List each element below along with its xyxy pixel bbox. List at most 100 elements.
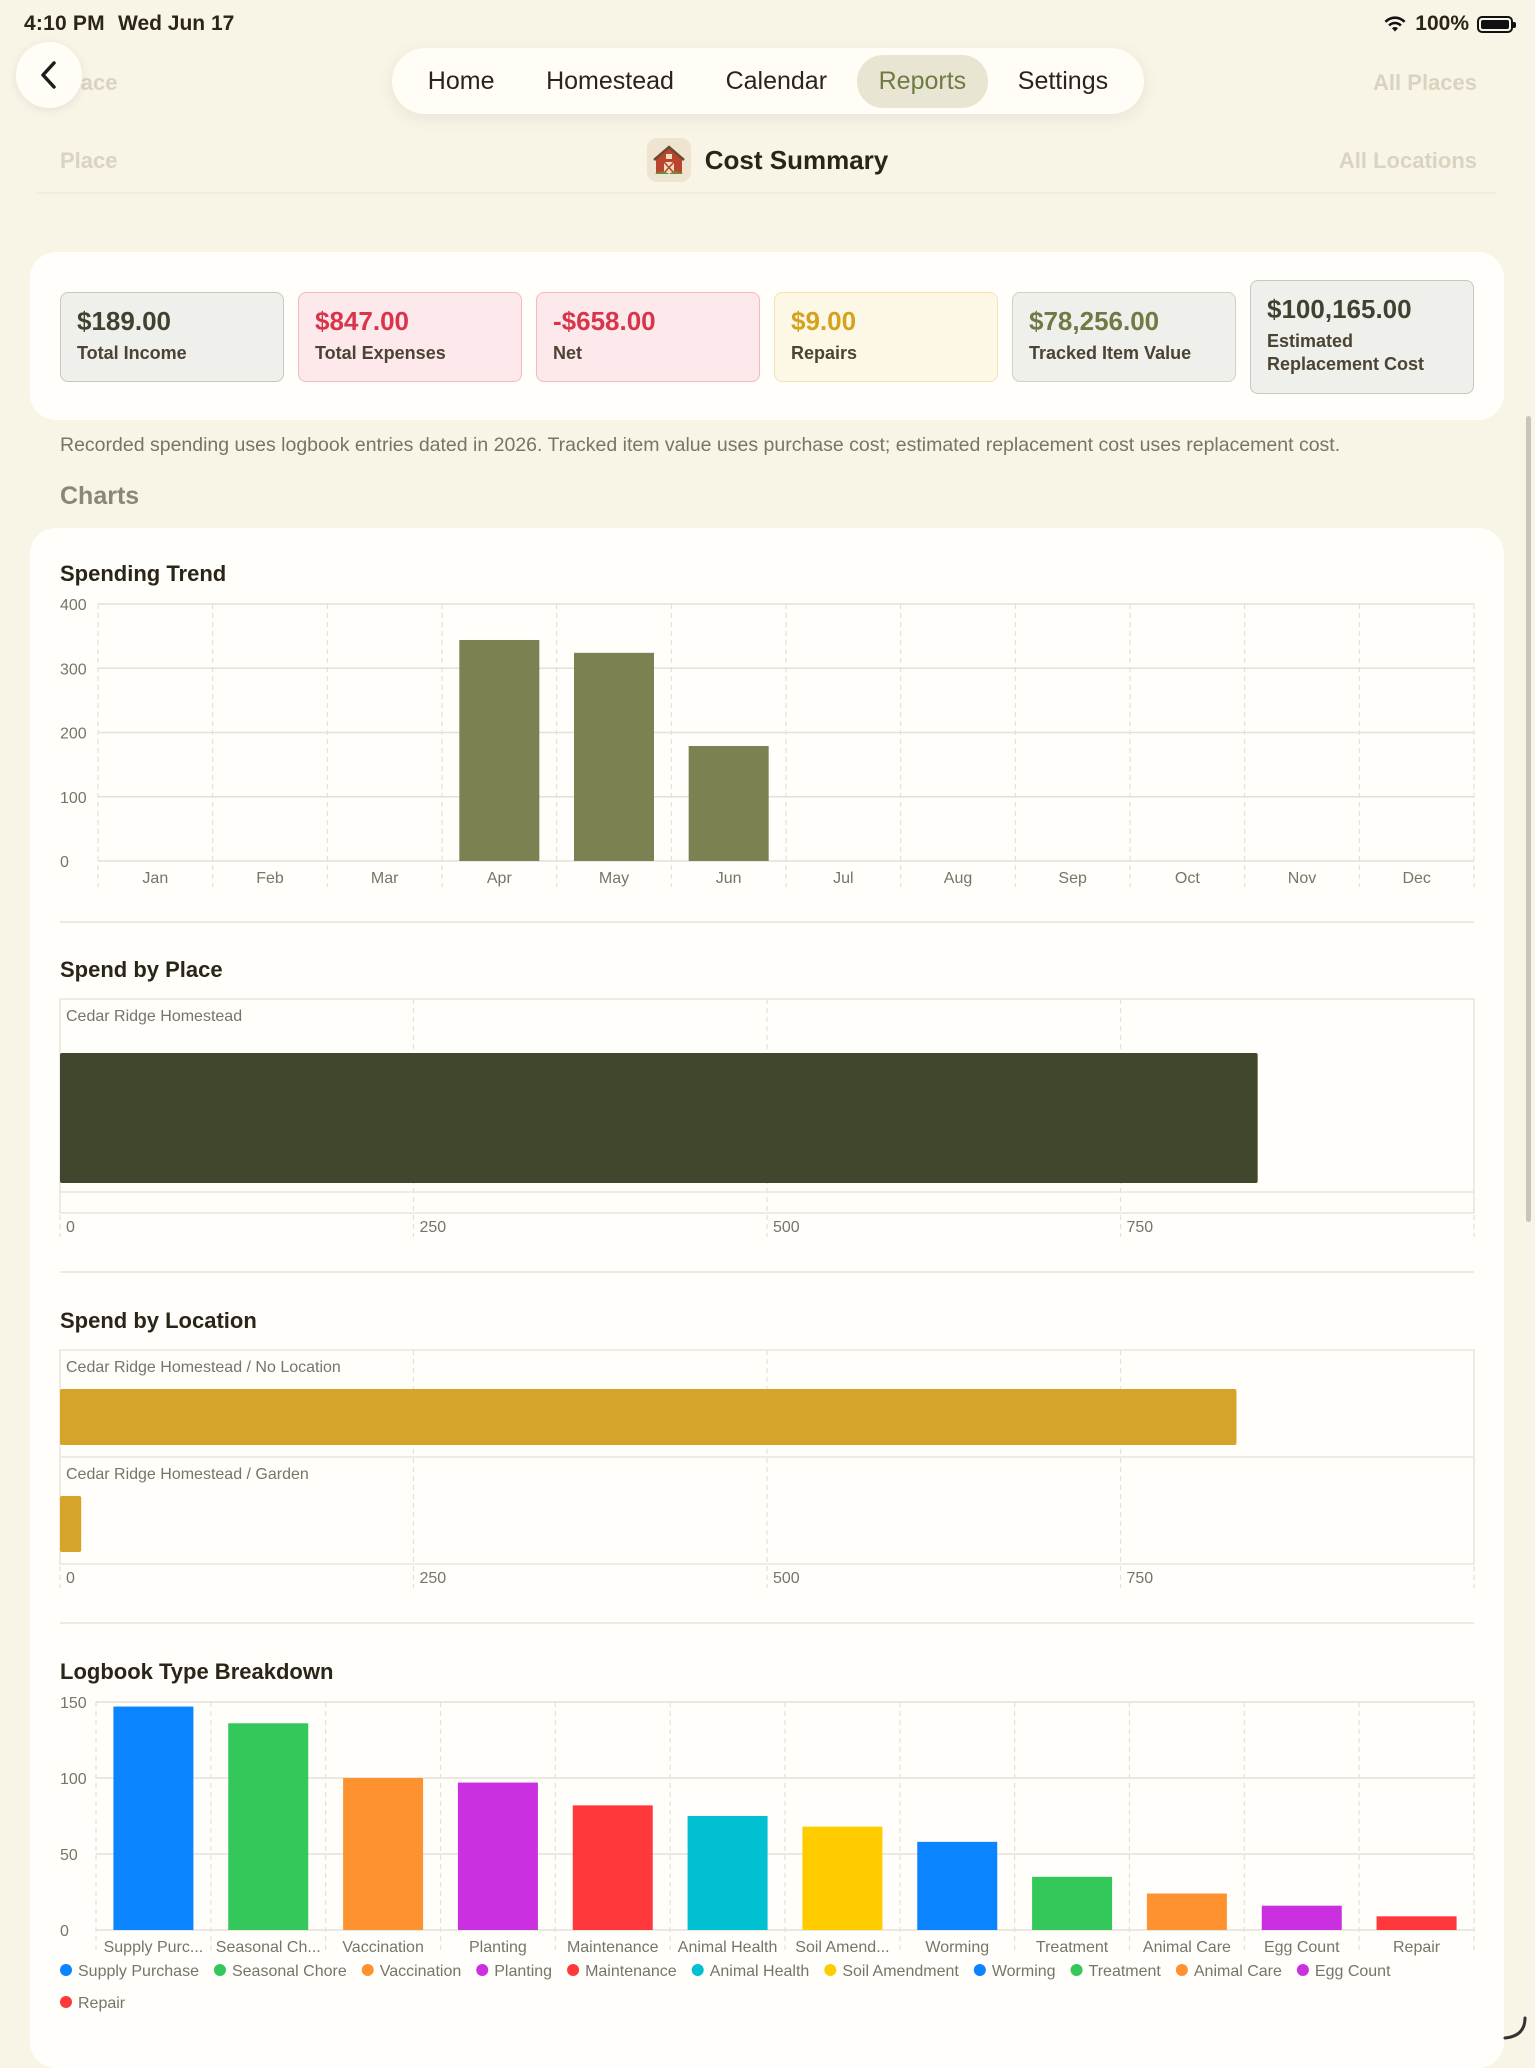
- legend-swatch: [567, 1964, 580, 1976]
- x-tick-label: Maintenance: [567, 1939, 659, 1956]
- legend-swatch: [361, 1964, 374, 1976]
- bar-logbook-type: [1261, 1905, 1342, 1930]
- bar-location: [60, 1496, 82, 1552]
- x-tick-label: 250: [420, 1570, 447, 1587]
- background-row-label: Place: [60, 148, 118, 173]
- resize-handle-icon[interactable]: [1499, 2012, 1529, 2042]
- bar-logbook-type: [228, 1723, 309, 1930]
- x-tick-label: 500: [773, 1570, 800, 1587]
- chart-title: Spend by Place: [60, 957, 223, 982]
- stat-value: $100,165.00: [1267, 294, 1412, 324]
- tab-settings[interactable]: Settings: [1017, 66, 1109, 95]
- y-tick-label: 400: [60, 597, 87, 614]
- charts-card: Spending Trend 0 100 200 300 400 Jan Feb Mar Apr M…: [30, 528, 1504, 2068]
- stat-estimated-replacement-cost: $100,165.00 Estimated Replacement Cost: [1250, 280, 1474, 394]
- tab-calendar[interactable]: Calendar: [725, 66, 828, 95]
- x-tick-label: 750: [1127, 1570, 1154, 1587]
- x-tick-label: Planting: [469, 1939, 527, 1956]
- x-tick-label: Repair: [1393, 1939, 1441, 1956]
- summary-card: $189.00 Total Income $847.00 Total Expen…: [30, 252, 1504, 420]
- y-tick-label: 0: [60, 854, 69, 871]
- legend-label: Soil Amendment: [842, 1963, 959, 1980]
- stat-label: Total Expenses: [315, 342, 446, 363]
- x-tick-label: Seasonal Ch...: [216, 1939, 321, 1956]
- y-tick-label: 100: [60, 790, 87, 807]
- stat-value: $9.00: [791, 306, 857, 336]
- legend-label: Planting: [494, 1963, 552, 1980]
- legend-label: Animal Health: [710, 1963, 810, 1980]
- y-tick-label: 100: [60, 1771, 87, 1788]
- x-tick-label: Feb: [256, 870, 284, 887]
- stat-label: Repairs: [791, 342, 858, 363]
- bar-logbook-type: [687, 1816, 768, 1930]
- status-time: 4:10 PM: [24, 12, 105, 35]
- stat-value: $189.00: [77, 306, 171, 336]
- legend-swatch: [1296, 1964, 1309, 1976]
- stat-value: $847.00: [315, 306, 409, 336]
- stat-label: Tracked Item Value: [1029, 342, 1192, 363]
- x-tick-label: Jul: [833, 870, 853, 887]
- stat-label: Total Income: [77, 342, 187, 363]
- x-tick-label: Treatment: [1036, 1939, 1109, 1956]
- chart-title: Spending Trend: [60, 561, 226, 586]
- x-tick-label: 750: [1127, 1219, 1154, 1236]
- x-tick-label: 500: [773, 1219, 800, 1236]
- tab-reports[interactable]: Reports: [856, 54, 989, 108]
- category-label: Cedar Ridge Homestead / No Location: [66, 1359, 341, 1376]
- x-tick-label: Jun: [716, 870, 742, 887]
- x-tick-label: Mar: [371, 870, 399, 887]
- x-tick-label: May: [599, 870, 629, 887]
- legend-swatch: [1175, 1964, 1188, 1976]
- x-tick-label: Aug: [944, 870, 972, 887]
- x-tick-label: 250: [420, 1219, 447, 1236]
- back-button[interactable]: [16, 42, 82, 108]
- x-tick-label: 0: [66, 1219, 75, 1236]
- category-label: Cedar Ridge Homestead / Garden: [66, 1466, 309, 1483]
- x-tick-label: Vaccination: [342, 1939, 424, 1956]
- bar-logbook-type: [917, 1841, 998, 1930]
- summary-note: Recorded spending uses logbook entries d…: [60, 434, 1341, 456]
- chart-title: Logbook Type Breakdown: [60, 1659, 333, 1684]
- legend-label: Supply Purchase: [78, 1963, 199, 1980]
- stat-label: Net: [553, 342, 583, 363]
- status-date: Wed Jun 17: [118, 12, 235, 35]
- chart-title: Spend by Location: [60, 1308, 257, 1333]
- tab-home[interactable]: Home: [427, 66, 495, 95]
- category-label: Cedar Ridge Homestead: [66, 1008, 242, 1025]
- stat-value: $78,256.00: [1029, 306, 1160, 336]
- x-tick-label: Animal Health: [678, 1939, 778, 1956]
- y-tick-label: 0: [60, 1923, 69, 1940]
- stat-repairs: $9.00 Repairs: [774, 292, 998, 382]
- legend-swatch: [1070, 1964, 1083, 1976]
- bar-jun: [688, 745, 769, 861]
- barn-icon: [646, 138, 691, 182]
- stat-label: Estimated Replacement Cost: [1267, 330, 1425, 374]
- bar-place: [60, 1053, 1258, 1183]
- x-tick-label: Oct: [1175, 870, 1200, 887]
- background-row-value: All Locations: [1338, 148, 1477, 173]
- x-tick-label: 0: [66, 1570, 75, 1587]
- scroll-indicator[interactable]: [1526, 416, 1531, 1222]
- stat-total-income: $189.00 Total Income: [60, 292, 284, 382]
- bar-location: [60, 1389, 1237, 1445]
- tab-homestead[interactable]: Homestead: [546, 66, 674, 95]
- stat-tracked-item-value: $78,256.00 Tracked Item Value: [1012, 292, 1236, 382]
- legend-swatch: [60, 1964, 72, 1976]
- legend-label: Animal Care: [1194, 1963, 1282, 1980]
- x-tick-label: Jan: [142, 870, 168, 887]
- battery-icon: [1477, 15, 1516, 33]
- wifi-icon: [1384, 16, 1406, 32]
- x-tick-label: Dec: [1402, 870, 1430, 887]
- charts-canvas: Spending Trend 0 100 200 300 400 Jan Feb Mar Apr M…: [59, 561, 1475, 2012]
- legend-swatch: [60, 1996, 72, 2008]
- top-navigation: Home Homestead Calendar Reports Settings: [392, 48, 1144, 114]
- bar-logbook-type: [457, 1782, 538, 1930]
- y-tick-label: 150: [60, 1695, 87, 1712]
- stat-value: -$658.00: [553, 306, 656, 336]
- bar-logbook-type: [802, 1826, 883, 1930]
- page-title: Cost Summary: [704, 144, 889, 175]
- bar-apr: [459, 639, 540, 861]
- charts-heading: Charts: [60, 482, 140, 510]
- legend-label: Treatment: [1089, 1963, 1162, 1980]
- y-tick-label: 50: [60, 1847, 78, 1864]
